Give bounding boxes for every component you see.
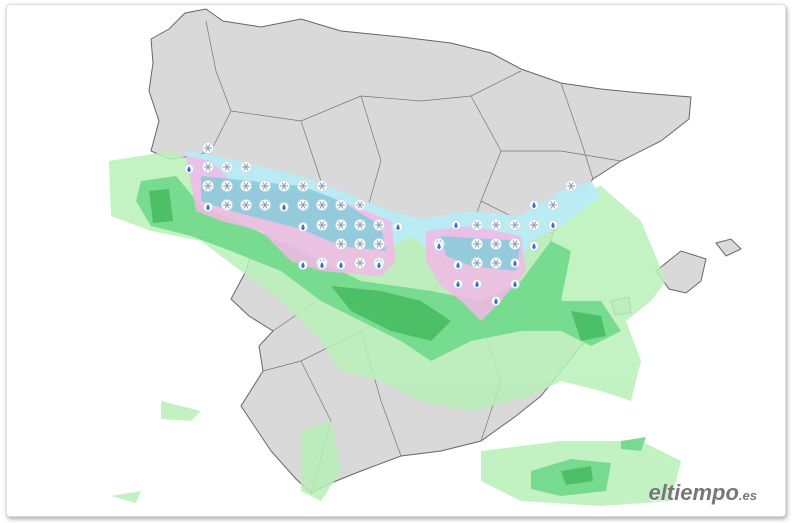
rain-snow-icon [298,222,308,232]
snow-icon [373,238,385,250]
rain-snow-icon [336,260,346,270]
snow-icon [354,199,366,211]
snow-icon [354,238,366,250]
snow-icon [297,199,309,211]
snow-icon [278,180,290,192]
snow-icon [335,238,347,250]
snow-icon [471,257,483,269]
rain-snow-icon [510,279,520,289]
rain-snow-icon [453,260,463,270]
rain-snow-icon [184,164,194,174]
snow-icon [221,199,233,211]
snow-icon [202,161,214,173]
rain-snow-icon [451,220,461,230]
snow-icon [202,180,214,192]
snow-icon [240,199,252,211]
precip-heavy [149,189,606,485]
snow-icon [354,257,366,269]
rain-snow-icon [393,222,403,232]
snow-icon [528,219,540,231]
snow-icon [509,238,521,250]
rain-snow-icon [472,279,482,289]
island [655,250,707,294]
snow-icon [316,199,328,211]
snow-icon [373,219,385,231]
island [715,238,742,257]
rain-snow-icon [491,296,501,306]
rain-snow-icon [548,220,558,230]
snow-icon [221,161,233,173]
rain-snow-icon [434,241,444,251]
rain-snow-icon [453,279,463,289]
snow-icon [471,238,483,250]
snow-icon [547,199,559,211]
snow-icon [354,219,366,231]
snow-icon [202,142,214,154]
snow-icon [259,199,271,211]
rain-snow-icon [279,202,289,212]
snow-icon [335,199,347,211]
brand-logo[interactable]: eltiempo.es [648,480,757,506]
snow-icon [240,161,252,173]
snow-icon [221,180,233,192]
snow-icon [509,219,521,231]
snow-icon [316,180,328,192]
rain-snow-icon [529,241,539,251]
snow-icon [316,219,328,231]
snow-icon [490,257,502,269]
snow-icon [490,219,502,231]
snow-icon [471,219,483,231]
rain-snow-icon [317,260,327,270]
brand-name: eltiempo [648,480,739,505]
snow-icon [565,180,577,192]
snow-icon [297,180,309,192]
map [109,8,742,506]
map-frame: eltiempo.es [6,4,786,517]
snow-icon [240,180,252,192]
rain-snow-icon [374,260,384,270]
snow-icon [490,238,502,250]
brand-suffix: .es [738,488,757,503]
rain-snow-icon [203,202,213,212]
snow-icon [259,180,271,192]
rain-snow-icon [529,200,539,210]
rain-snow-icon [298,260,308,270]
snow-icon [335,219,347,231]
rain-snow-icon [510,258,520,268]
